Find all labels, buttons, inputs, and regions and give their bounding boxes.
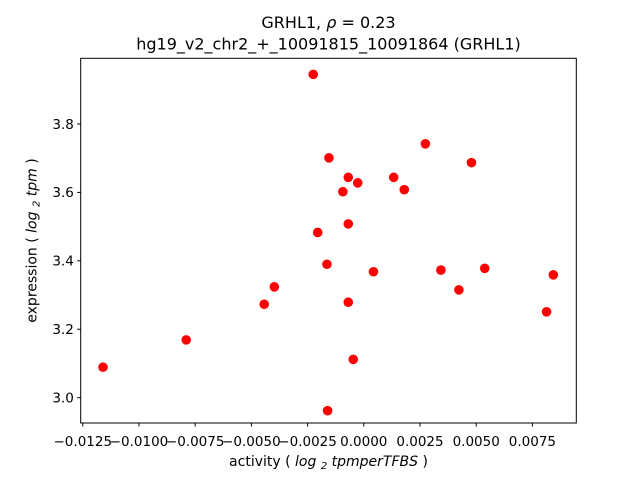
x-axis-label-log: log xyxy=(295,454,316,470)
x-tick-label: −0.0100 xyxy=(110,434,169,450)
data-point xyxy=(269,282,280,292)
y-tick-label: 3.8 xyxy=(52,117,73,133)
data-point xyxy=(436,265,446,275)
plot-title-gene: GRHL1, xyxy=(261,13,321,32)
x-axis-label: activity ( log 2 tpmperTFBS ) xyxy=(229,454,428,473)
data-point xyxy=(454,285,464,295)
x-axis-label-subscript: 2 xyxy=(321,461,327,472)
data-points xyxy=(98,69,559,416)
data-point xyxy=(98,362,108,373)
x-axis-label-suffix: ) xyxy=(422,454,427,470)
data-point xyxy=(343,219,354,229)
x-axis-label-math: tpmperTFBS xyxy=(332,454,418,470)
data-point xyxy=(322,259,332,270)
data-point xyxy=(259,299,270,310)
data-point xyxy=(548,270,559,280)
data-point xyxy=(368,266,379,277)
y-axis-label: expression ( log 2 tpm ) xyxy=(25,158,44,322)
y-axis-label-suffix: ) xyxy=(25,158,41,163)
data-point xyxy=(479,263,490,274)
data-point xyxy=(324,153,334,163)
y-axis-label-prefix: expression ( xyxy=(25,237,41,322)
y-axis: 3.0 3.2 3.4 3.6 3.8 xyxy=(52,117,81,406)
x-tick-label: 0.0000 xyxy=(340,434,387,450)
y-tick-label: 3.0 xyxy=(52,390,73,406)
data-point xyxy=(348,354,359,365)
data-point xyxy=(343,297,354,308)
x-axis: −0.0125−0.0100−0.0075−0.0050−0.0025 0.000… xyxy=(54,423,556,450)
plot-area xyxy=(80,57,577,424)
data-point xyxy=(343,172,354,183)
x-axis-label-prefix: activity ( xyxy=(229,454,291,470)
data-point xyxy=(322,405,333,416)
rho-symbol: ρ xyxy=(326,13,336,32)
x-tick-label: −0.0125 xyxy=(54,434,113,450)
y-axis-label-subscript: 2 xyxy=(32,201,43,207)
data-point xyxy=(352,178,363,188)
data-point xyxy=(338,186,348,197)
data-point xyxy=(181,335,191,345)
data-point xyxy=(308,69,319,80)
data-point xyxy=(312,227,323,238)
y-axis-label-math: tpm xyxy=(25,168,41,196)
x-tick-label: −0.0050 xyxy=(222,434,281,450)
data-point xyxy=(466,157,477,168)
y-tick-label: 3.6 xyxy=(52,185,73,201)
y-axis-label-log: log xyxy=(25,211,41,232)
plot-subtitle: hg19_v2_chr2_+_10091815_10091864 (GRHL1) xyxy=(136,35,521,55)
data-point xyxy=(420,139,431,149)
data-point xyxy=(399,184,410,195)
x-tick-label: 0.0025 xyxy=(396,434,443,450)
x-tick-label: −0.0025 xyxy=(278,434,337,450)
x-tick-label: −0.0075 xyxy=(166,434,225,450)
y-tick-label: 3.2 xyxy=(52,322,73,338)
x-tick-label: 0.0050 xyxy=(453,434,500,450)
plot-title: GRHL1, ρ = 0.23 xyxy=(261,13,395,32)
data-point xyxy=(541,307,552,317)
rho-value: = 0.23 xyxy=(341,13,395,32)
y-tick-label: 3.4 xyxy=(52,254,73,270)
x-tick-label: 0.0075 xyxy=(509,434,556,450)
data-point xyxy=(388,172,399,183)
